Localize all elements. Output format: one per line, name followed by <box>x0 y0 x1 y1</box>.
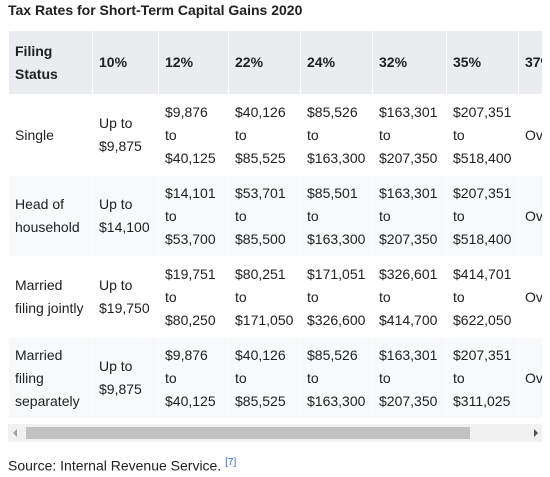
rate-cell: Up to $9,875 <box>92 94 159 176</box>
rate-cell: $85,526 to $163,300 <box>300 94 373 176</box>
header-cell: 10% <box>92 30 159 95</box>
header-cell: Filing Status <box>8 30 93 95</box>
rate-cell: $414,701 to $622,050 <box>446 256 519 338</box>
row-label: Single <box>8 94 93 176</box>
rate-cell: $207,351 to $311,025 <box>446 337 519 419</box>
rate-cell: Over $518,400 <box>518 94 542 176</box>
header-cell: 22% <box>228 30 301 95</box>
header-cell: 12% <box>158 30 229 95</box>
header-cell: 32% <box>372 30 447 95</box>
header-cell: 37% <box>518 30 542 95</box>
row-label: Married filing separately <box>8 337 93 419</box>
source-note: Source: Internal Revenue Service. [7] <box>8 457 236 474</box>
table-container: Filing Status10%12%22%24%32%35%37%Single… <box>8 30 542 424</box>
footnote-ref[interactable]: [7] <box>225 457 237 468</box>
header-cell: 24% <box>300 30 373 95</box>
rate-cell: $163,301 to $207,350 <box>372 94 447 176</box>
rate-cell: $40,126 to $85,525 <box>228 337 301 419</box>
table-row: Married filing jointly Up to $19,750 $19,7… <box>8 256 542 338</box>
rate-cell: $40,126 to $85,525 <box>228 94 301 176</box>
rate-cell: $85,501 to $163,300 <box>300 175 373 257</box>
rate-cell: $171,051 to $326,600 <box>300 256 373 338</box>
scroll-thumb[interactable] <box>26 427 470 439</box>
rate-cell: $163,301 to $207,350 <box>372 337 447 419</box>
rate-cell: Up to $19,750 <box>92 256 159 338</box>
rate-cell: $80,251 to $171,050 <box>228 256 301 338</box>
tax-table: Filing Status10%12%22%24%32%35%37%Single… <box>8 30 542 419</box>
rate-cell: Up to $9,875 <box>92 337 159 419</box>
rate-cell: $9,876 to $40,125 <box>158 94 229 176</box>
rate-cell: $207,351 to $518,400 <box>446 175 519 257</box>
table-row: Married filing separately Up to $9,875 $9,… <box>8 337 542 419</box>
rate-cell: $9,876 to $40,125 <box>158 337 229 419</box>
table-title: Tax Rates for Short-Term Capital Gains 2… <box>8 2 303 18</box>
header-cell: 35% <box>446 30 519 95</box>
rate-cell: $53,701 to $85,500 <box>228 175 301 257</box>
rate-cell: $14,101 to $53,700 <box>158 175 229 257</box>
rate-cell: Up to $14,100 <box>92 175 159 257</box>
source-text: Source: Internal Revenue Service. <box>8 457 222 474</box>
row-label: Married filing jointly <box>8 256 93 338</box>
rate-cell: Over $311,025 <box>518 337 542 419</box>
table-row: Single Up to $9,875 $9,876 to $40,125 $40,1… <box>8 94 542 176</box>
scrollbar[interactable] <box>8 424 542 442</box>
rate-cell: $85,526 to $163,300 <box>300 337 373 419</box>
row-label: Head of household <box>8 175 93 257</box>
rate-cell: Over $518,400 <box>518 175 542 257</box>
scroll-arrows <box>13 429 538 437</box>
rate-cell: Over $622,050 <box>518 256 542 338</box>
rate-cell: $326,601 to $414,700 <box>372 256 447 338</box>
rate-cell: $163,301 to $207,350 <box>372 175 447 257</box>
table-row: Head of household Up to $14,100 $14,101 to… <box>8 175 542 257</box>
rate-cell: $19,751 to $80,250 <box>158 256 229 338</box>
rate-cell: $207,351 to $518,400 <box>446 94 519 176</box>
